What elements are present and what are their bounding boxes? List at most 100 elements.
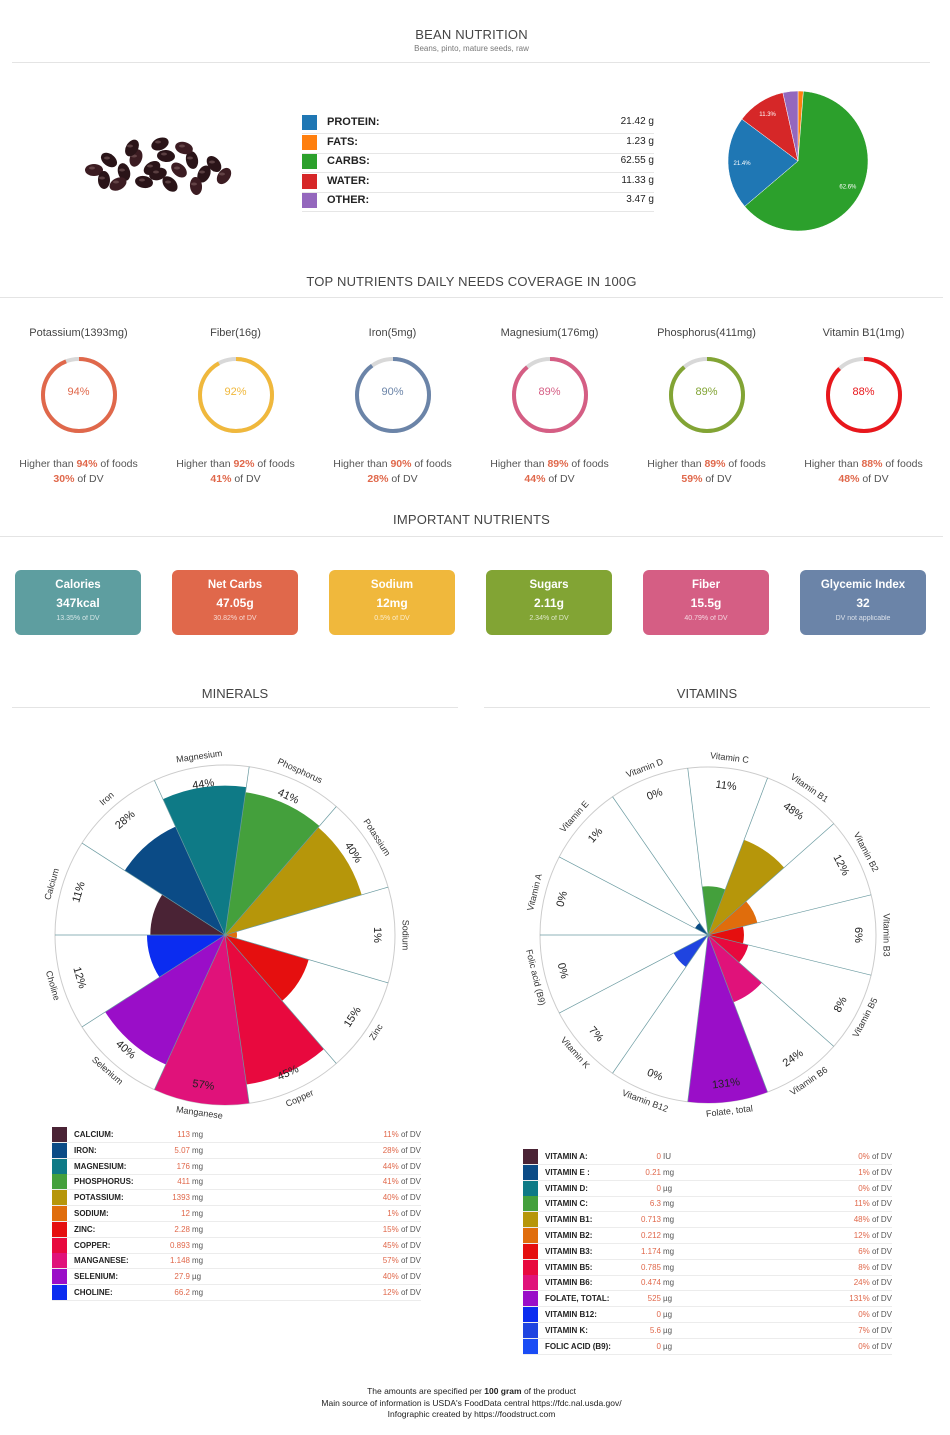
bean-shape xyxy=(189,177,203,195)
pie-slice xyxy=(782,90,799,162)
divider xyxy=(0,297,943,298)
polar-value-label: 44% xyxy=(192,777,216,792)
nutrient-dv-pct: 1% xyxy=(387,1209,399,1218)
nutrient-dv: 1% of DV xyxy=(387,1209,421,1218)
nutrient-dv: 7% of DV xyxy=(858,1326,892,1335)
ring-progress xyxy=(511,357,588,433)
nutrient-dv: 11% of DV xyxy=(854,1199,892,1208)
bean-highlight xyxy=(119,168,125,172)
nutrient-amount: 0 xyxy=(656,1183,661,1193)
coverage-ring: 92% xyxy=(196,355,276,435)
polar-category-label: Vitamin B3 xyxy=(882,913,892,956)
polar-spoke xyxy=(559,934,709,1014)
polar-category-label: Magnesium xyxy=(176,748,223,765)
higher-suffix: of foods xyxy=(882,458,923,470)
nutrient-dv-pct: 0% xyxy=(858,1152,870,1161)
polar-value-label: 0% xyxy=(555,890,571,909)
bean-highlight xyxy=(147,164,153,168)
polar-spoke xyxy=(687,934,709,1102)
nutrient-name: COPPER: xyxy=(74,1240,111,1250)
polar-value-label: 57% xyxy=(192,1078,216,1093)
polar-category-label: Sodium xyxy=(401,920,411,951)
polar-spoke xyxy=(81,842,226,936)
macro-name: OTHER: xyxy=(327,194,370,206)
polar-spoke xyxy=(707,823,834,936)
coverage-ring: 90% xyxy=(353,355,433,435)
bean-shape xyxy=(185,151,199,169)
dv-suffix: of DV xyxy=(231,473,261,485)
nutrient-name: CALCIUM: xyxy=(74,1130,114,1139)
polar-wedge xyxy=(225,827,362,935)
nutrient-dv-suffix: of DV xyxy=(400,1130,421,1139)
nutrient-dv-suffix: of DV xyxy=(871,1167,892,1177)
higher-than-text: Higher than 94% of foods xyxy=(0,458,157,470)
macro-swatch xyxy=(302,154,317,169)
nutrient-unit: mg xyxy=(192,1177,204,1187)
dv-pct: 44% xyxy=(524,473,546,485)
higher-prefix: Higher than xyxy=(19,458,77,470)
nutrient-card: Fiber 15.5g 40.79% of DV xyxy=(643,570,769,635)
nutrient-name: PHOSPHORUS: xyxy=(74,1177,134,1187)
nutrient-unit: mg xyxy=(192,1240,204,1250)
bean-shape xyxy=(175,141,193,155)
macro-row: CARBS: 62.55 g xyxy=(302,153,654,173)
higher-pct: 89% xyxy=(704,458,726,470)
nutrient-row: PHOSPHORUS: 411 mg 41% of DV xyxy=(52,1174,421,1191)
polar-wedge xyxy=(708,901,758,935)
bean-shape xyxy=(85,164,103,176)
nutrient-dv: 57% of DV xyxy=(383,1256,421,1265)
macro-name: PROTEIN: xyxy=(327,116,380,128)
nutrient-row: FOLATE, TOTAL: 525 µg 131% of DV xyxy=(523,1291,892,1308)
bean-highlight xyxy=(89,166,95,170)
nutrient-row: VITAMIN K: 5.6 µg 7% of DV xyxy=(523,1322,892,1339)
macro-row: PROTEIN: 21.42 g xyxy=(302,114,654,134)
nutrient-dv-suffix: of DV xyxy=(871,1262,892,1272)
nutrient-dv: 6% of DV xyxy=(858,1247,892,1256)
higher-suffix: of foods xyxy=(97,458,138,470)
nutrient-swatch xyxy=(52,1142,67,1158)
card-dv: DV not applicable xyxy=(835,615,891,622)
nutrient-dv-suffix: of DV xyxy=(871,1310,892,1319)
card-dv: 30.82% of DV xyxy=(213,615,257,622)
bean-shape xyxy=(117,163,131,181)
nutrient-name: MAGNESIUM: xyxy=(74,1161,127,1171)
bean-shape xyxy=(125,139,139,157)
bean-highlight xyxy=(219,172,225,176)
nutrient-name: VITAMIN D: xyxy=(545,1183,588,1193)
pie-data-label: 11.3% xyxy=(759,112,776,118)
coverage-percent: 94% xyxy=(67,386,90,398)
higher-prefix: Higher than xyxy=(647,458,705,470)
nutrient-card: Net Carbs 47.05g 30.82% of DV xyxy=(172,570,298,635)
nutrient-swatch xyxy=(523,1291,538,1307)
coverage-ring: 89% xyxy=(667,355,747,435)
nutrient-dv-suffix: of DV xyxy=(871,1341,892,1351)
polar-wedge xyxy=(708,839,785,935)
nutrient-dv-pct: 28% xyxy=(382,1145,399,1155)
nutrient-name: VITAMIN A: xyxy=(545,1152,588,1161)
nutrient-dv-pct: 0% xyxy=(858,1183,870,1193)
nutrient-row: VITAMIN C: 6.3 mg 11% of DV xyxy=(523,1196,892,1213)
higher-pct: 89% xyxy=(547,458,569,470)
polar-spoke xyxy=(612,934,709,1074)
ring-progress xyxy=(825,357,902,433)
nutrient-amount: 0.21 xyxy=(645,1167,661,1177)
nutrient-dv-suffix: of DV xyxy=(400,1193,421,1203)
vitamins-polar-chart: Vitamin A 0%Vitamin E1%Vitamin D0%Vitamin… xyxy=(524,750,892,1119)
dv-pct: 59% xyxy=(681,473,703,485)
nutrient-unit: mg xyxy=(663,1262,675,1272)
polar-wedge xyxy=(708,935,749,963)
higher-prefix: Higher than xyxy=(333,458,391,470)
nutrient-amount: 1393 xyxy=(172,1193,190,1203)
nutrient-name: MANGANESE: xyxy=(74,1256,129,1266)
nutrient-dv-suffix: of DV xyxy=(400,1209,421,1218)
nutrient-amount: 0 xyxy=(656,1152,661,1161)
macro-pie-chart: 62.6% 21.4% 11.3% xyxy=(727,90,869,232)
nutrient-unit: mg xyxy=(192,1193,204,1203)
bean-shape xyxy=(162,176,178,192)
ring-progress xyxy=(197,357,274,433)
polar-spoke xyxy=(224,766,250,936)
coverage-ring-svg xyxy=(197,357,274,433)
macro-value: 11.33 g xyxy=(621,174,654,186)
nutrient-swatch xyxy=(523,1196,538,1212)
polar-wedge xyxy=(225,935,324,1085)
